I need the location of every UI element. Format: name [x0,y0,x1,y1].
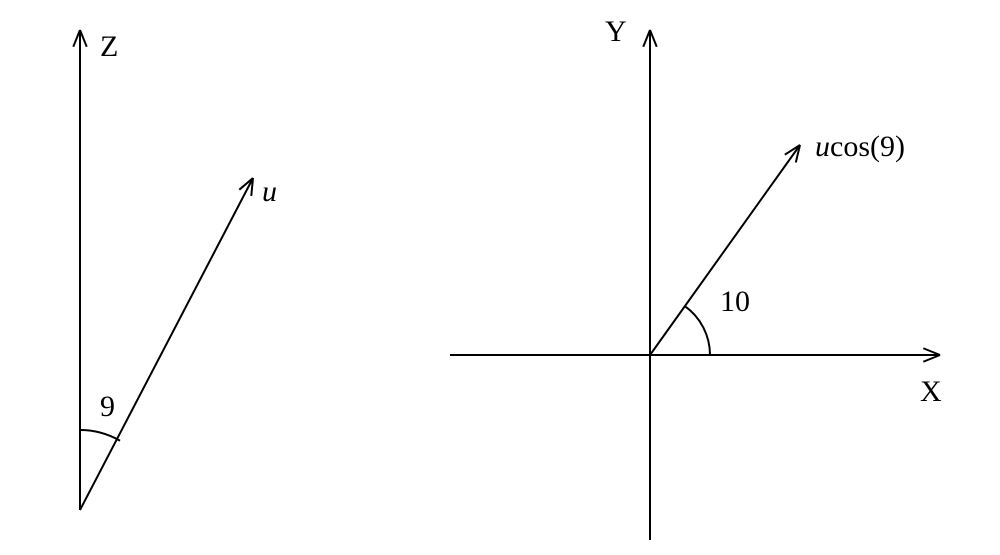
angle-9-label: 9 [100,390,115,424]
vector-diagram [0,0,1000,555]
ucos-label: ucos(9) [815,130,905,164]
u-vector-label-left: u [262,175,277,209]
x-axis-label: X [920,375,942,409]
angle-10-label: 10 [720,285,750,319]
y-axis-label: Y [605,15,627,49]
z-axis-label: Z [100,30,118,64]
ucos-u-part: u [815,130,830,163]
ucos-fn-part: cos(9) [830,130,905,163]
